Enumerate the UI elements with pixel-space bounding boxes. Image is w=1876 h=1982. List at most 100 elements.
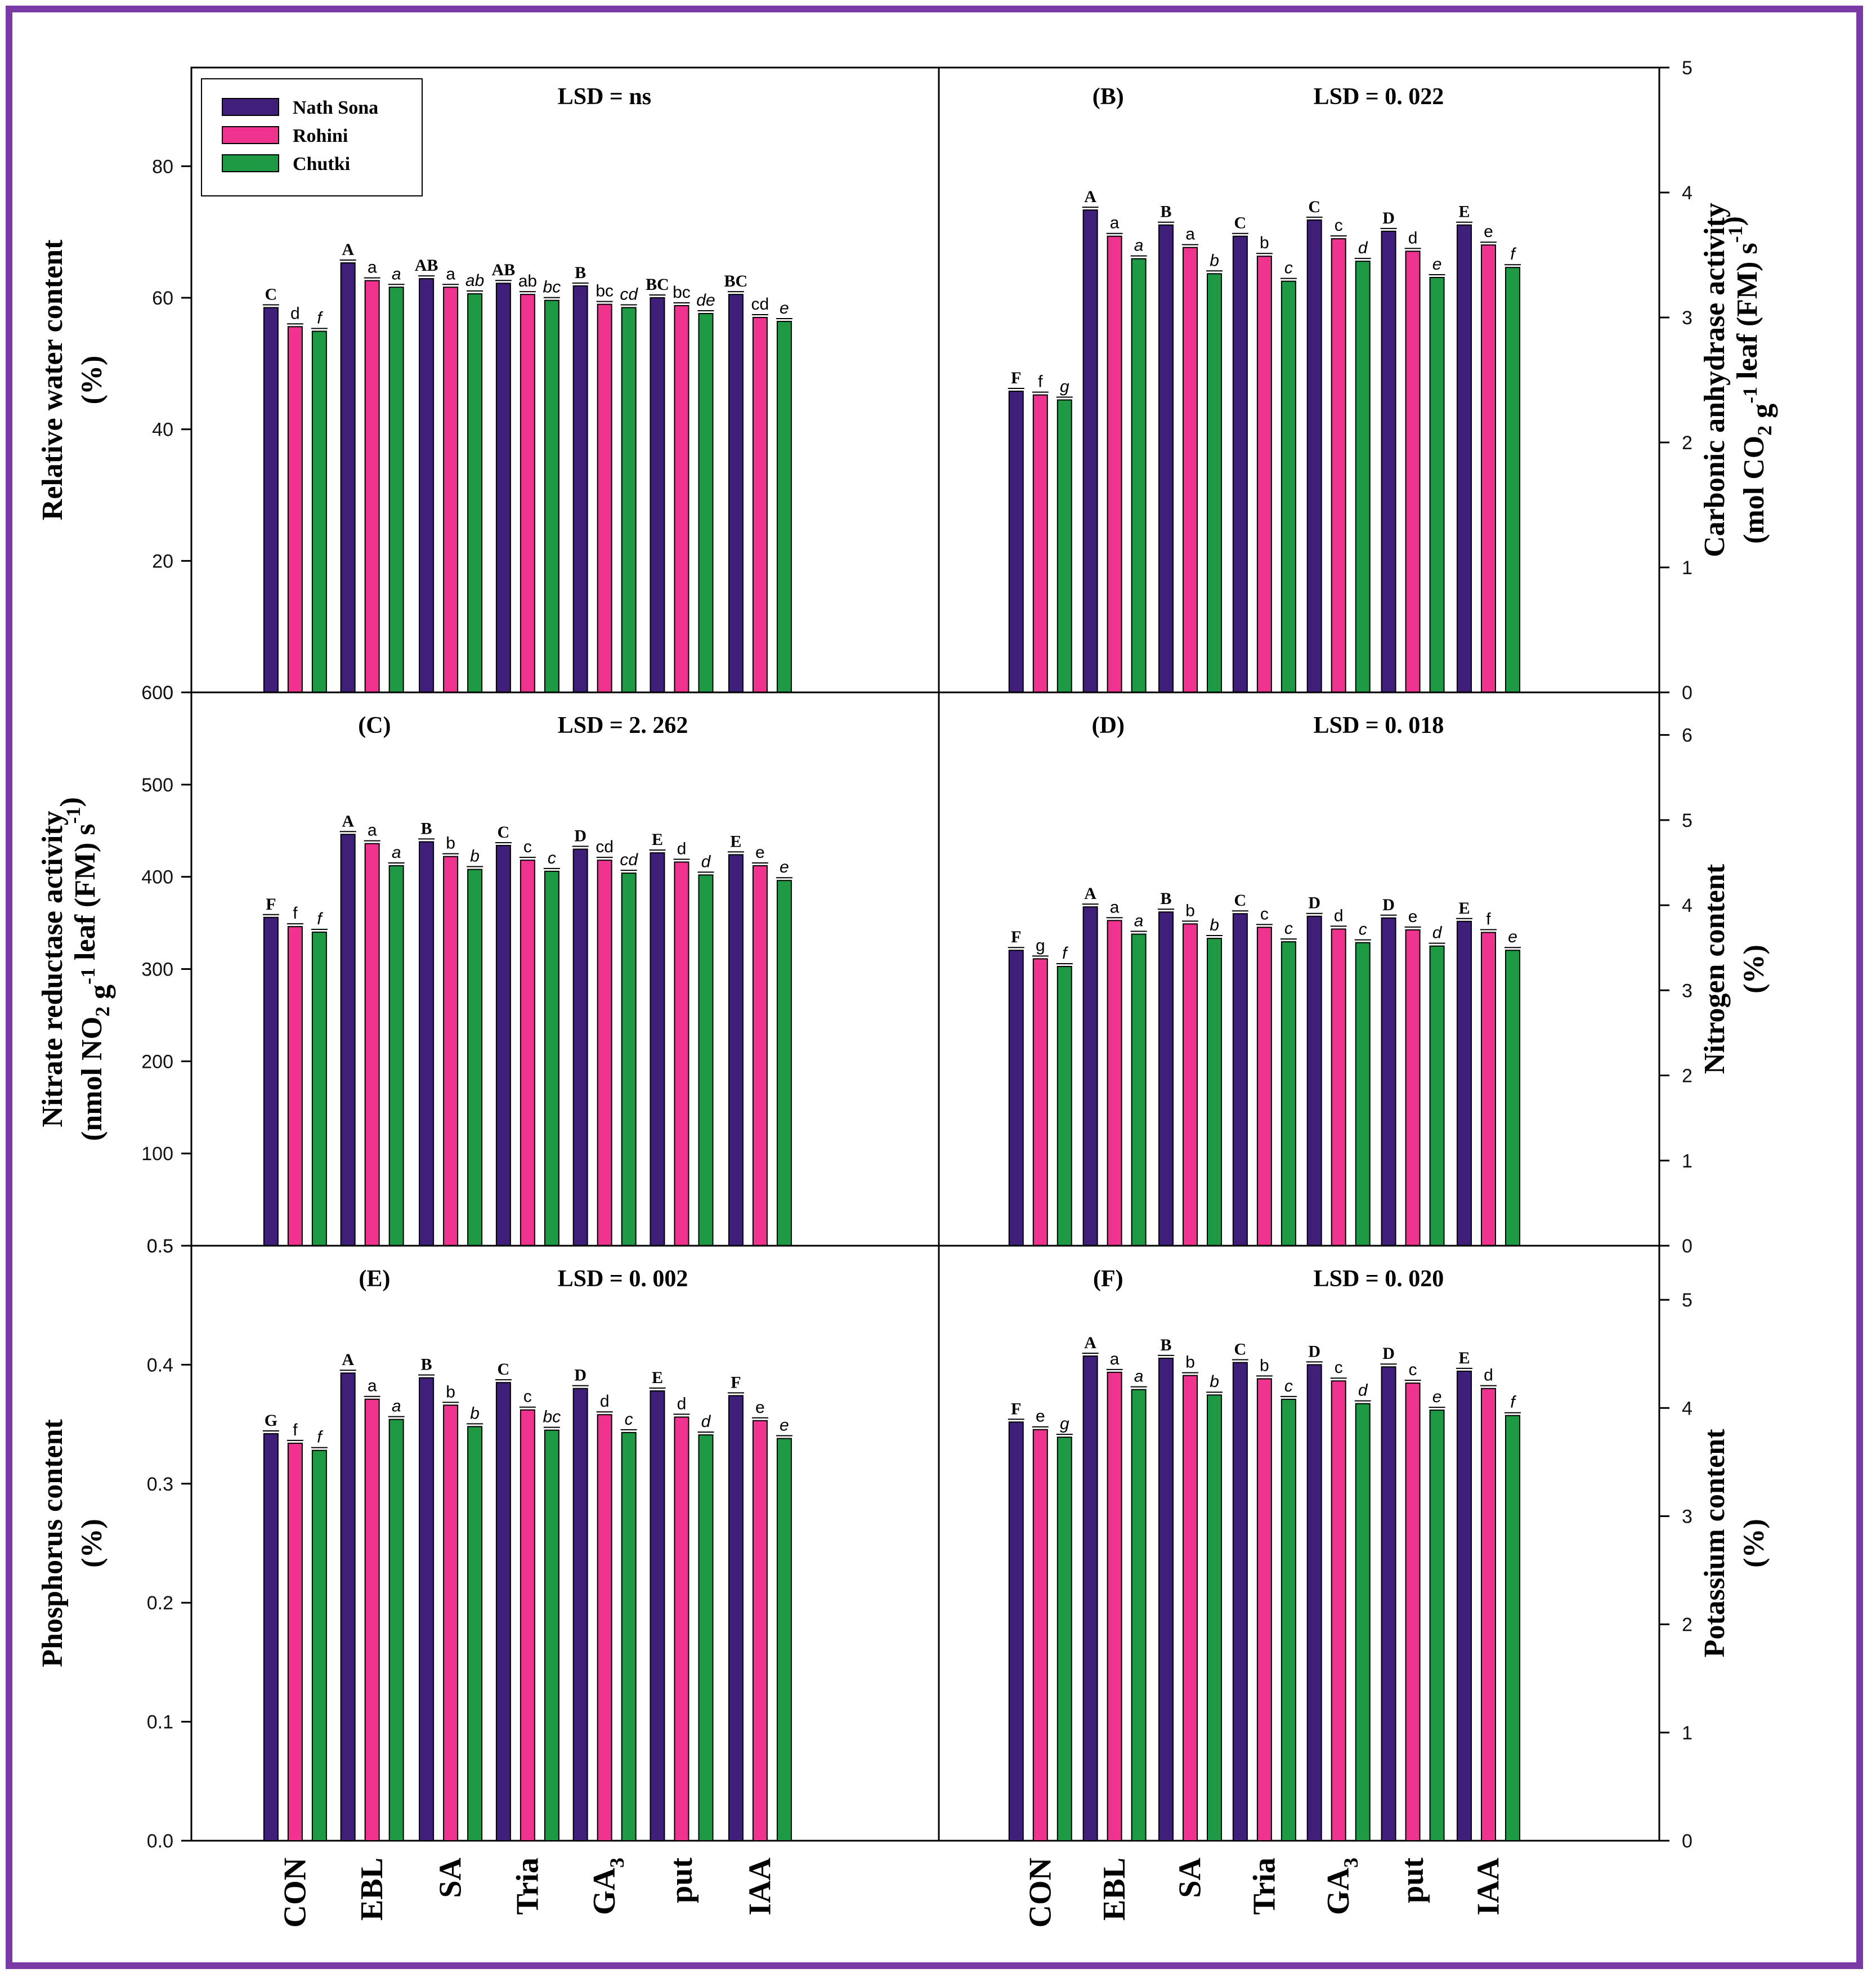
significance-letter: F [1011,369,1021,387]
y-tick-label: 0.3 [147,1474,173,1495]
bar [597,1414,612,1841]
bar [1480,1388,1496,1841]
bar [1256,256,1272,694]
significance-letter: cd [620,285,638,303]
significance-letter: b [1210,251,1219,270]
significance-letter: c [1335,216,1343,235]
significance-letter: d [600,1392,610,1411]
bar [597,860,612,1246]
y-tick-label: 1 [1682,1151,1693,1172]
bar [287,926,303,1247]
significance-letter: d [701,1412,711,1431]
y-tick-label: 0 [163,682,173,704]
bar [572,285,588,694]
bar [650,1390,665,1841]
significance-letter: A [1084,1334,1096,1352]
category-label: SA [433,1857,468,1898]
significance-letter: b [1185,901,1195,920]
category-label: GA3 [1321,1858,1362,1915]
bar [340,1372,356,1841]
y-tick-label: 4 [1682,182,1693,204]
significance-letter: a [392,1397,401,1416]
significance-letter: a [392,265,401,283]
significance-letter: b [1210,916,1219,934]
significance-letter: b [446,1383,455,1401]
bar [1429,276,1445,693]
significance-letter: d [1358,1381,1368,1400]
bar [1032,1429,1048,1841]
significance-letter: D [574,827,586,845]
significance-letter: e [1036,1407,1045,1426]
bar [419,841,435,1247]
category-label: CON [277,1858,312,1927]
significance-letter: c [625,1410,633,1429]
y-tick-label: 0.5 [147,1236,173,1257]
legend: Nath Sona Rohini Chutki [201,78,423,196]
category-label: EBL [1097,1858,1132,1921]
bar [1008,390,1024,693]
bar [674,1416,689,1841]
significance-letter: f [1510,245,1516,263]
bar [1456,920,1472,1246]
bar [698,1434,714,1841]
y-tick-label: 3 [1682,980,1693,1001]
bar [1480,932,1496,1247]
y-tick-label: 3 [1682,1506,1693,1527]
significance-letter: D [1382,209,1395,227]
significance-letter: C [498,1360,510,1379]
bar [1158,1357,1174,1842]
bar [1232,913,1248,1246]
y-tick-label: 0.1 [147,1712,173,1733]
significance-letter: ab [518,272,537,290]
bar [467,869,483,1247]
significance-letter: C [1234,214,1247,232]
bar [287,1442,303,1842]
y-axis-label: (%) [1738,1519,1770,1568]
y-tick-label: 6 [1682,725,1693,746]
lsd-label: LSD = ns [558,84,651,110]
y-tick-label: 0 [1682,682,1693,704]
bar [495,1382,511,1842]
bar [1107,920,1122,1246]
significance-letter: e [1484,222,1493,241]
legend-label: Rohini [293,126,348,146]
significance-letter: F [1011,928,1021,946]
bar [1082,906,1098,1246]
bar [1131,933,1147,1246]
y-tick-label: 5 [1682,57,1693,79]
lsd-label: LSD = 0. 002 [558,1266,688,1292]
bar [1032,958,1048,1246]
bar [364,280,380,693]
bar [1381,230,1396,693]
significance-letter: e [780,858,789,876]
significance-letter: a [1185,225,1195,244]
y-tick-label: 40 [152,419,173,441]
bar [340,834,356,1246]
significance-letter: e [755,1398,765,1417]
bar [776,1438,792,1841]
bar [1256,1378,1272,1841]
y-axis-label: Relative water content [37,239,69,520]
bar [520,860,535,1246]
category-label: Tria [1247,1858,1282,1915]
bar [1280,941,1296,1247]
y-axis-label: Nitrate reductase activity [37,811,69,1127]
significance-letter: cd [596,838,614,856]
panel-border [938,1245,1660,1842]
bar [1008,1421,1024,1841]
significance-letter: E [1458,1349,1470,1367]
y-tick-label: 5 [1682,1290,1693,1311]
bar [1355,1403,1371,1841]
significance-letter: b [1260,234,1269,252]
significance-letter: f [1510,1393,1516,1412]
bar [1331,928,1346,1246]
significance-letter: d [701,852,711,871]
significance-letter: A [1084,884,1096,903]
panel-title: (E) [359,1266,390,1292]
bar [364,1398,380,1842]
bar [1456,1370,1472,1841]
bar [1456,224,1472,694]
bar [1405,929,1421,1246]
significance-letter: A [342,812,354,830]
significance-letter: f [317,1428,323,1447]
